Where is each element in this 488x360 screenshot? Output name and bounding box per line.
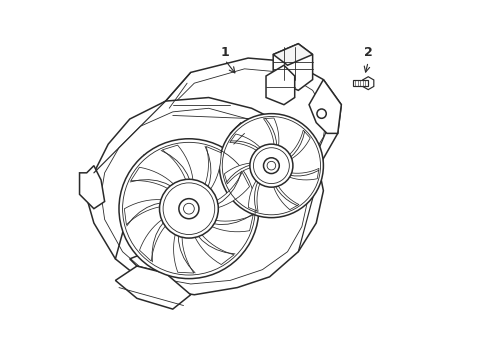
Circle shape — [179, 199, 199, 219]
Circle shape — [316, 109, 325, 118]
Circle shape — [119, 139, 258, 279]
Text: 2: 2 — [363, 46, 372, 59]
Polygon shape — [224, 163, 252, 184]
Polygon shape — [229, 134, 262, 152]
Polygon shape — [272, 184, 298, 210]
Circle shape — [266, 161, 275, 170]
Polygon shape — [80, 166, 104, 209]
Circle shape — [263, 158, 279, 174]
Circle shape — [249, 144, 292, 187]
Polygon shape — [352, 80, 367, 86]
Circle shape — [219, 114, 323, 218]
Polygon shape — [273, 44, 312, 65]
Circle shape — [163, 183, 214, 234]
Polygon shape — [86, 98, 323, 295]
Polygon shape — [286, 168, 318, 180]
Polygon shape — [213, 172, 249, 209]
Polygon shape — [173, 230, 193, 273]
Polygon shape — [129, 252, 194, 273]
Polygon shape — [263, 118, 278, 148]
Polygon shape — [287, 130, 309, 160]
Polygon shape — [308, 80, 341, 134]
Polygon shape — [162, 145, 193, 184]
Polygon shape — [139, 217, 168, 261]
Circle shape — [253, 148, 289, 184]
Polygon shape — [203, 147, 221, 193]
Polygon shape — [130, 167, 176, 191]
Polygon shape — [208, 215, 253, 232]
Polygon shape — [193, 231, 234, 265]
Polygon shape — [362, 77, 373, 90]
Polygon shape — [273, 44, 312, 90]
Circle shape — [159, 179, 218, 238]
Polygon shape — [144, 58, 341, 173]
Polygon shape — [248, 178, 260, 211]
Circle shape — [183, 203, 194, 214]
Polygon shape — [124, 199, 165, 225]
Text: 1: 1 — [220, 46, 229, 59]
Polygon shape — [115, 266, 190, 309]
Polygon shape — [265, 65, 294, 105]
